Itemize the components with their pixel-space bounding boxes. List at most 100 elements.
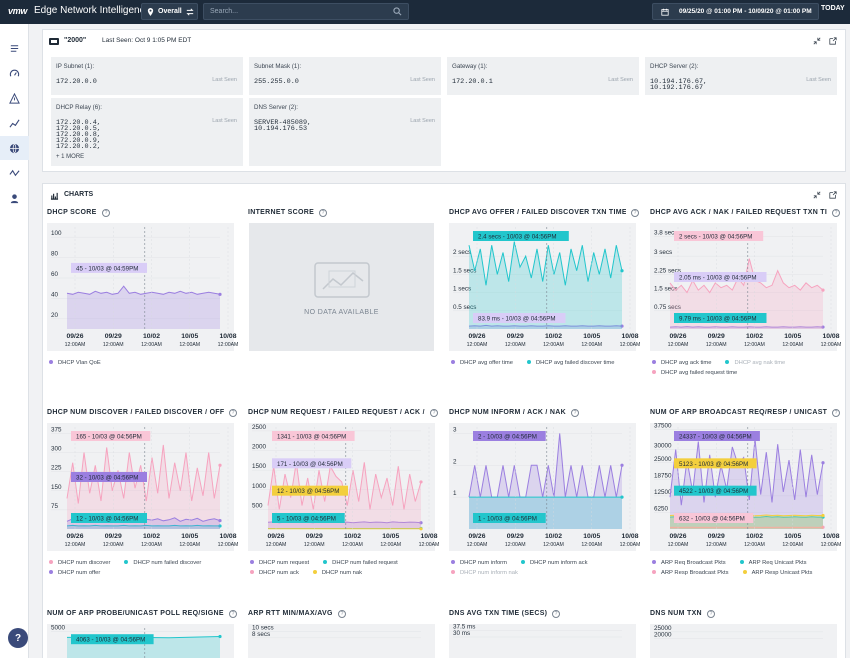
series-end-point — [218, 463, 222, 467]
chart-title: DNS AVG TXN TIME (SECS) — [449, 610, 548, 617]
legend-item[interactable]: DHCP num inform nak — [451, 568, 518, 578]
y-tick-label: 60 — [51, 271, 59, 278]
help-button[interactable]: ? — [8, 628, 28, 648]
collapse-icon[interactable] — [813, 37, 821, 45]
legend-swatch — [520, 560, 525, 565]
x-axis — [47, 529, 234, 551]
legend-item[interactable]: DHCP num discover — [49, 558, 110, 568]
legend-item[interactable]: ARP Resp Broadcast Pkts — [652, 568, 729, 578]
x-tick-time: 12:00AM — [141, 342, 162, 348]
legend-item[interactable]: ARP Req Unicast Pkts — [739, 558, 807, 568]
legend-label: DHCP num failed discover — [133, 560, 202, 566]
show-more-link[interactable]: + 1 MORE — [56, 154, 85, 160]
tooltip-label: 12 - 10/03 @ 04:56PM — [272, 485, 348, 496]
y-tick-label: 0.75 secs — [654, 304, 681, 311]
sidebar-item-users[interactable] — [0, 186, 29, 210]
x-tick-time: 12:00AM — [821, 342, 842, 348]
x-tick-date: 10/08 — [420, 533, 437, 540]
scope-selector[interactable]: Overall — [141, 3, 198, 20]
y-tick-label: 100 — [51, 230, 62, 237]
tooltip-label: 24337 - 10/03 @ 04:56PM — [674, 431, 760, 441]
tooltip-bg — [674, 485, 757, 496]
legend-item[interactable]: DHCP num offer — [49, 568, 100, 578]
x-tick-date: 10/05 — [784, 533, 801, 540]
chart-help-icon[interactable]: ? — [229, 409, 237, 417]
chart-help-icon[interactable]: ? — [430, 409, 438, 417]
collapse-icon[interactable] — [813, 191, 821, 199]
sidebar-item-network[interactable] — [0, 136, 29, 160]
today-button[interactable]: TODAY — [821, 5, 845, 12]
x-axis — [47, 329, 234, 351]
tooltip-bg — [473, 313, 566, 323]
series-end-point — [821, 513, 825, 518]
tooltip-text: 4522 - 10/03 @ 04:56PM — [679, 488, 748, 495]
legend-item[interactable]: DHCP num inform — [451, 558, 507, 568]
chart-title: NUM OF ARP PROBE/UNICAST POLL REQ/SIGNED… — [47, 610, 224, 617]
date-range-picker[interactable]: 09/25/20 @ 01:00 PM - 10/09/20 @ 01:00 P… — [652, 3, 819, 20]
series-line — [669, 258, 824, 294]
y-tick-label: 300 — [51, 446, 62, 453]
sidebar-item-list[interactable] — [0, 36, 29, 60]
chart-title: DHCP AVG ACK / NAK / FAILED REQUEST TXN … — [650, 209, 827, 216]
search-input[interactable]: Search... — [203, 3, 409, 20]
legend-label: DHCP avg nak time — [734, 360, 786, 366]
chart-title: DHCP AVG OFFER / FAILED DISCOVER TXN TIM… — [449, 209, 626, 216]
chart-help-icon[interactable]: ? — [832, 409, 840, 417]
y-tick-label: 2 secs — [453, 249, 471, 256]
chart-title: DHCP NUM REQUEST / FAILED REQUEST / ACK … — [248, 409, 425, 416]
top-bar: vmw Edge Network Intelligence Overall Se… — [0, 0, 850, 24]
external-link-icon[interactable] — [829, 37, 837, 45]
legend-item[interactable]: DHCP avg offer time — [451, 358, 513, 368]
chart-dhcp-avg-offer: 0.5 secs 1 secs 1.5 secs 2 secs 09/26 12:00AM… — [449, 223, 640, 351]
legend-item[interactable]: DHCP avg ack time — [652, 358, 711, 368]
chart-help-icon[interactable]: ? — [319, 209, 327, 217]
legend-item[interactable]: DHCP num inform ack — [520, 558, 588, 568]
trend-icon — [9, 119, 20, 127]
legend-item[interactable]: DHCP num failed request — [323, 558, 398, 568]
x-tick-date: 09/26 — [267, 533, 284, 540]
legend-swatch — [652, 360, 656, 365]
external-link-icon[interactable] — [829, 191, 837, 199]
chart-help-icon[interactable]: ? — [832, 209, 840, 217]
chart-help-icon[interactable]: ? — [229, 610, 237, 618]
legend-item[interactable]: ARP Req Broadcast Pkts — [652, 558, 726, 568]
tooltip-label: 632 - 10/03 @ 04:56PM — [674, 513, 754, 523]
x-tick-date: 10/02 — [545, 333, 562, 340]
chart-help-icon[interactable]: ? — [338, 610, 346, 618]
legend-item[interactable]: DHCP num nak — [312, 568, 362, 578]
y-tick-label: 1.5 secs — [654, 286, 677, 293]
x-tick-time: 12:00AM — [668, 342, 689, 348]
chart-dhcp-score: 20 40 60 80 100 09/26 12:00AM 09/29 12:00AM 10/02… — [47, 223, 238, 351]
legend-item[interactable]: DHCP Vlan QoE — [49, 358, 101, 368]
sidebar-item-analytics[interactable] — [0, 111, 29, 135]
legend-item[interactable]: DHCP avg failed request time — [652, 368, 737, 378]
series-end-point — [620, 324, 624, 328]
y-tick-label: 6250 — [654, 505, 669, 512]
sidebar-item-alerts[interactable] — [0, 86, 29, 110]
x-axis — [650, 529, 837, 551]
legend-item[interactable]: ARP Resp Unicast Pkts — [742, 568, 812, 578]
legend-item[interactable]: DHCP num request — [250, 558, 309, 568]
legend-item[interactable]: DHCP num ack — [250, 568, 299, 578]
legend-item[interactable]: DHCP avg failed discover time — [526, 358, 614, 368]
y-tick-label: 2500 — [252, 424, 267, 431]
legend-label: DHCP num failed request — [332, 560, 398, 566]
x-axis — [449, 529, 636, 551]
x-axis — [248, 529, 435, 551]
chart-help-icon[interactable]: ? — [552, 610, 560, 618]
search-icon[interactable] — [393, 7, 402, 16]
legend-swatch — [250, 570, 254, 575]
x-tick-time: 12:00AM — [141, 542, 162, 548]
chart-help-icon[interactable]: ? — [631, 209, 639, 217]
chart-help-icon[interactable]: ? — [102, 209, 110, 217]
legend-item[interactable]: DHCP avg nak time — [725, 358, 785, 368]
tooltip-bg — [71, 472, 147, 482]
sidebar-nav — [0, 24, 29, 658]
sidebar-item-dashboard[interactable] — [0, 61, 29, 85]
sidebar-item-reports[interactable] — [0, 161, 29, 185]
tooltip-bg — [674, 458, 757, 469]
legend-swatch — [739, 560, 744, 565]
chart-help-icon[interactable]: ? — [571, 409, 579, 417]
legend-item[interactable]: DHCP num failed discover — [124, 558, 201, 568]
chart-help-icon[interactable]: ? — [707, 610, 715, 618]
